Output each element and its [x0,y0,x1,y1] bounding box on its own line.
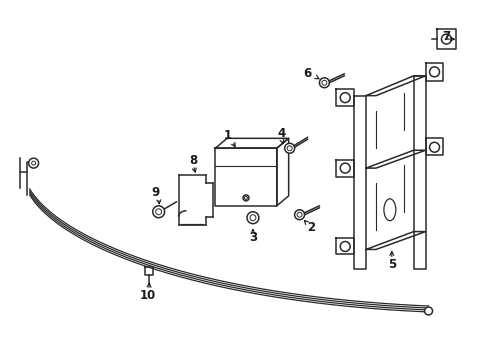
Circle shape [297,212,302,217]
Text: 4: 4 [277,127,285,140]
Circle shape [424,307,432,315]
Circle shape [340,242,349,251]
Circle shape [340,163,349,173]
Circle shape [243,195,248,201]
Text: 7: 7 [442,30,449,42]
Text: 6: 6 [303,67,311,80]
Text: 5: 5 [387,258,395,271]
Circle shape [244,196,247,199]
Circle shape [246,212,258,224]
Circle shape [284,143,294,153]
Circle shape [249,215,255,221]
Circle shape [319,78,328,88]
Text: 10: 10 [140,289,156,302]
Circle shape [441,34,450,44]
Text: 1: 1 [224,129,232,142]
Ellipse shape [383,199,395,221]
Circle shape [294,210,304,220]
Circle shape [29,158,39,168]
Text: 3: 3 [248,231,257,244]
Circle shape [428,67,439,77]
Circle shape [428,142,439,152]
Circle shape [321,80,326,85]
Circle shape [340,93,349,103]
Circle shape [155,209,162,215]
Circle shape [152,206,164,218]
Circle shape [32,161,36,165]
Circle shape [286,146,291,151]
Text: 8: 8 [189,154,197,167]
Text: 9: 9 [151,186,160,199]
Text: 2: 2 [307,221,315,234]
